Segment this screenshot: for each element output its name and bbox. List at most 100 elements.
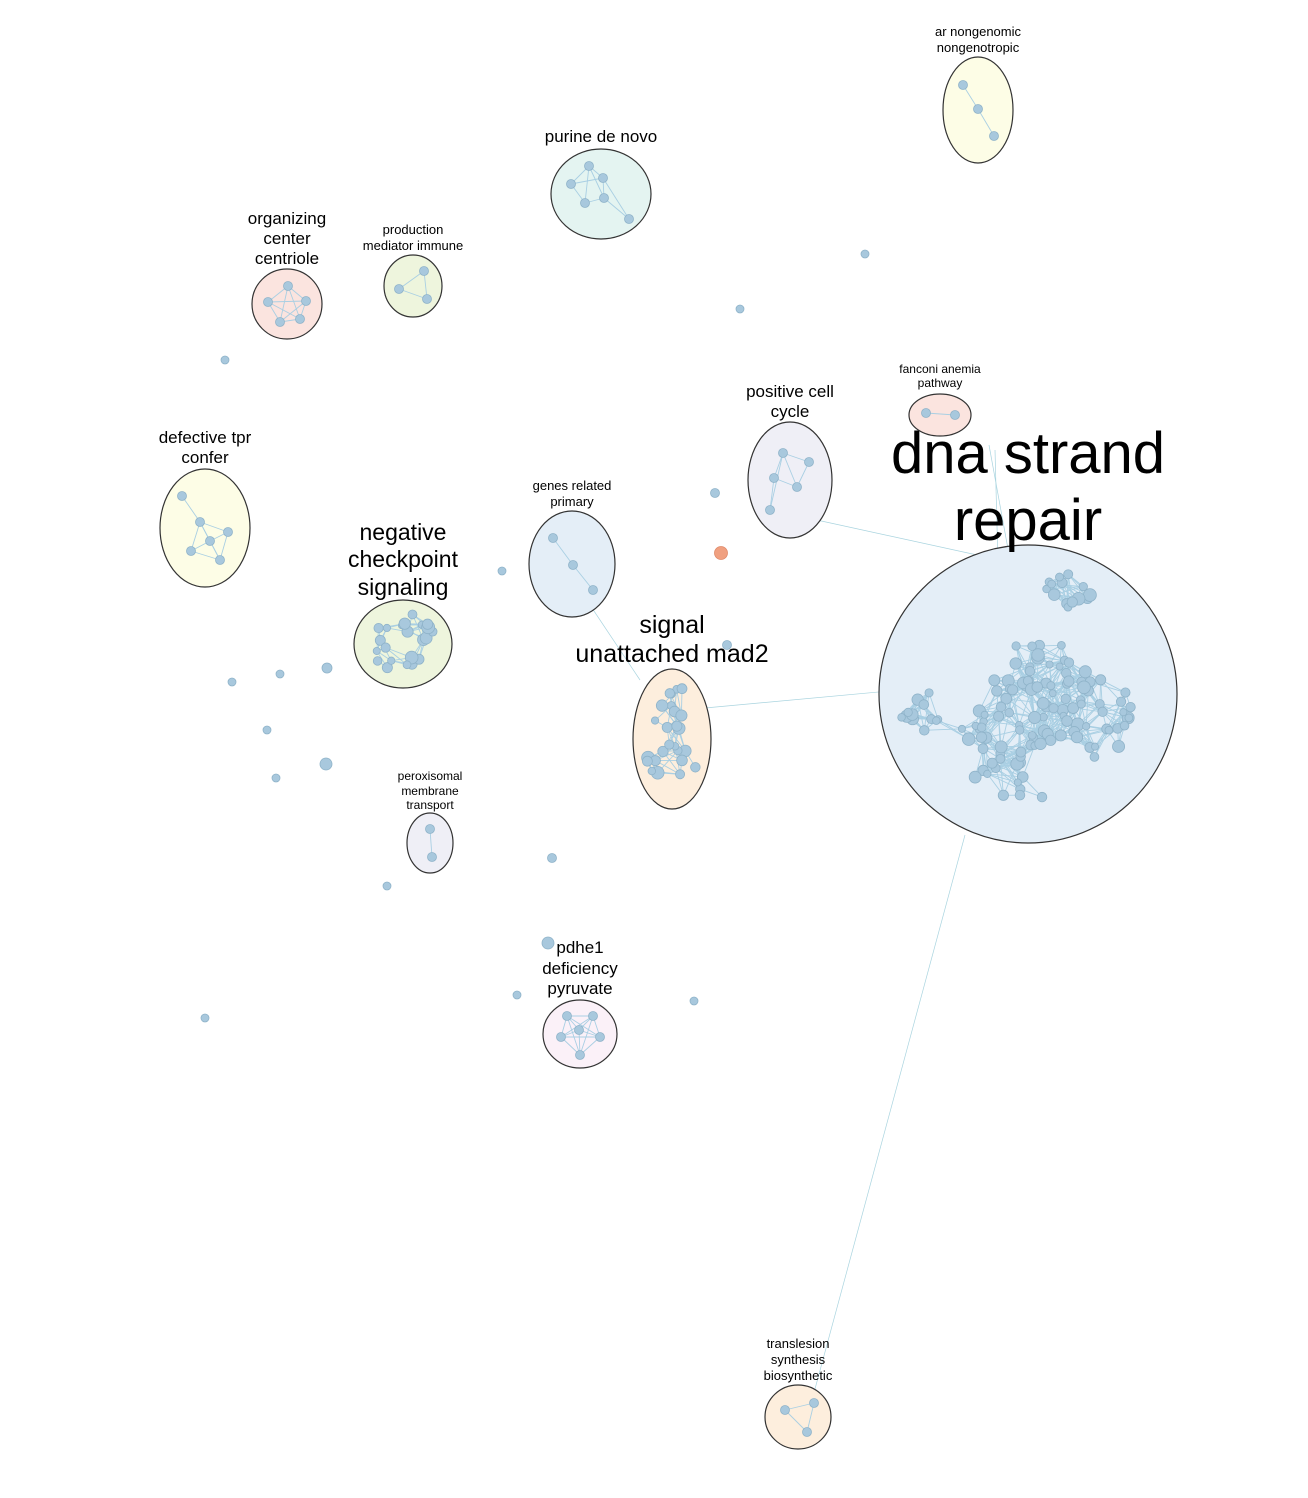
gene-node[interactable]	[976, 722, 987, 733]
gene-node[interactable]	[671, 720, 683, 732]
gene-node[interactable]	[1063, 569, 1074, 580]
gene-node[interactable]	[993, 710, 1005, 722]
singleton-node[interactable]	[860, 249, 870, 259]
singleton-node[interactable]	[200, 1013, 210, 1023]
gene-node[interactable]	[792, 482, 802, 492]
gene-node[interactable]	[1013, 778, 1022, 787]
gene-node[interactable]	[973, 104, 983, 114]
gene-node[interactable]	[780, 1405, 790, 1415]
gene-node[interactable]	[1120, 687, 1131, 698]
gene-node[interactable]	[664, 739, 675, 750]
gene-node[interactable]	[995, 701, 1007, 713]
gene-node[interactable]	[422, 294, 432, 304]
gene-node[interactable]	[809, 1398, 819, 1408]
gene-node[interactable]	[1031, 681, 1043, 693]
gene-node[interactable]	[1036, 791, 1048, 803]
singleton-node[interactable]	[722, 640, 732, 650]
gene-node[interactable]	[986, 757, 998, 769]
gene-node[interactable]	[655, 699, 669, 712]
gene-node[interactable]	[381, 662, 393, 674]
singleton-node[interactable]	[227, 677, 237, 687]
gene-node[interactable]	[1078, 581, 1088, 592]
gene-node[interactable]	[1095, 674, 1107, 686]
gene-node[interactable]	[1015, 746, 1027, 758]
gene-node[interactable]	[1055, 572, 1064, 582]
gene-node[interactable]	[575, 1050, 585, 1060]
gene-node[interactable]	[1061, 715, 1073, 727]
gene-node[interactable]	[1057, 640, 1066, 650]
gene-node[interactable]	[675, 769, 686, 780]
gene-node[interactable]	[1124, 713, 1134, 723]
gene-node[interactable]	[994, 740, 1008, 754]
gene-node[interactable]	[769, 473, 779, 483]
gene-node[interactable]	[918, 699, 930, 710]
gene-node[interactable]	[574, 1025, 584, 1035]
gene-node[interactable]	[1054, 729, 1067, 742]
singleton-node[interactable]	[319, 757, 333, 771]
gene-node[interactable]	[1078, 665, 1092, 679]
gene-node[interactable]	[624, 214, 634, 224]
gene-node[interactable]	[1031, 648, 1045, 662]
singleton-node[interactable]	[262, 725, 272, 735]
gene-node[interactable]	[690, 762, 701, 773]
gene-node[interactable]	[223, 527, 233, 537]
gene-node[interactable]	[765, 505, 775, 515]
gene-node[interactable]	[1119, 708, 1128, 717]
gene-node[interactable]	[394, 284, 404, 294]
gene-node[interactable]	[295, 314, 305, 324]
gene-node[interactable]	[598, 173, 608, 183]
gene-node[interactable]	[1024, 665, 1036, 677]
singleton-node[interactable]	[382, 881, 392, 891]
gene-node[interactable]	[932, 716, 941, 725]
gene-node[interactable]	[1104, 725, 1114, 735]
gene-node[interactable]	[275, 317, 285, 327]
gene-node[interactable]	[804, 457, 814, 467]
gene-node[interactable]	[1045, 660, 1054, 669]
gene-node[interactable]	[382, 623, 391, 633]
gene-node[interactable]	[921, 408, 931, 418]
gene-node[interactable]	[1125, 701, 1136, 713]
gene-node[interactable]	[664, 688, 675, 699]
gene-node[interactable]	[1077, 680, 1091, 695]
gene-node[interactable]	[1082, 722, 1091, 731]
singleton-node[interactable]	[271, 773, 281, 783]
gene-node[interactable]	[1063, 657, 1075, 668]
gene-node[interactable]	[562, 1011, 572, 1021]
gene-node[interactable]	[1047, 579, 1057, 589]
gene-node[interactable]	[1067, 702, 1080, 714]
gene-node[interactable]	[566, 179, 576, 189]
gene-node[interactable]	[924, 688, 934, 698]
gene-node[interactable]	[1119, 720, 1130, 731]
gene-node[interactable]	[588, 1011, 598, 1021]
gene-node[interactable]	[186, 546, 196, 556]
gene-node[interactable]	[1063, 675, 1075, 687]
gene-node[interactable]	[975, 731, 988, 743]
gene-node[interactable]	[548, 533, 558, 543]
gene-node[interactable]	[1076, 699, 1086, 709]
gene-node[interactable]	[398, 617, 411, 630]
gene-node[interactable]	[195, 517, 205, 527]
gene-node[interactable]	[427, 852, 437, 862]
gene-node[interactable]	[1046, 681, 1056, 691]
gene-node[interactable]	[977, 743, 989, 754]
gene-node[interactable]	[177, 491, 187, 501]
gene-node[interactable]	[422, 618, 434, 630]
gene-node[interactable]	[1036, 697, 1050, 710]
gene-node[interactable]	[1027, 641, 1037, 651]
gene-node[interactable]	[1048, 689, 1057, 698]
gene-node[interactable]	[1115, 696, 1127, 707]
gene-node[interactable]	[1004, 708, 1014, 718]
gene-node[interactable]	[584, 161, 594, 171]
singleton-node[interactable]	[275, 669, 285, 679]
gene-node[interactable]	[657, 745, 669, 758]
gene-node[interactable]	[568, 560, 578, 570]
gene-node[interactable]	[1091, 742, 1100, 751]
singleton-node[interactable]	[547, 853, 557, 863]
gene-node[interactable]	[1089, 752, 1100, 762]
gene-node[interactable]	[599, 193, 609, 203]
gene-node[interactable]	[1007, 684, 1019, 696]
gene-node[interactable]	[897, 713, 906, 722]
gene-node[interactable]	[556, 1032, 566, 1042]
gene-node[interactable]	[580, 198, 590, 208]
highlighted-node[interactable]	[714, 546, 728, 560]
